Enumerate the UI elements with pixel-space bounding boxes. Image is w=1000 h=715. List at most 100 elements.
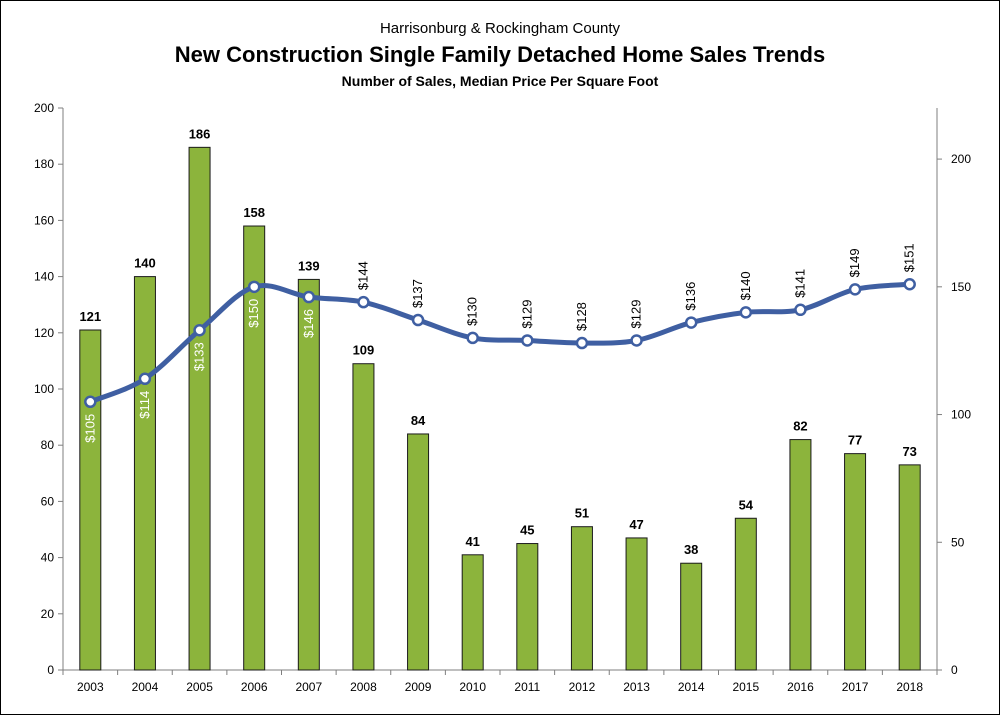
x-tick-label: 2004 xyxy=(132,680,159,694)
price-value-label: $151 xyxy=(902,243,917,272)
chart-supertitle: Harrisonburg & Rockingham County xyxy=(380,20,621,37)
price-value-label: $129 xyxy=(629,300,644,329)
bar xyxy=(625,537,648,671)
price-value-label: $149 xyxy=(847,248,862,277)
x-tick-label: 2012 xyxy=(569,680,596,694)
price-point xyxy=(848,283,862,296)
price-point xyxy=(302,290,316,304)
price-point xyxy=(630,334,643,347)
x-tick-label: 2018 xyxy=(896,680,923,694)
y-left-tick-label: 120 xyxy=(34,326,54,340)
bar xyxy=(133,276,156,671)
price-point xyxy=(84,395,97,409)
x-tick-label: 2014 xyxy=(678,680,705,694)
y-left-tick-label: 80 xyxy=(41,438,55,452)
x-tick-label: 2013 xyxy=(623,680,650,694)
price-value-label: $105 xyxy=(82,414,97,443)
price-line xyxy=(87,281,913,405)
y-left-tick-label: 160 xyxy=(34,213,54,227)
x-tick-label: 2005 xyxy=(186,680,213,694)
bar-value-label: 186 xyxy=(189,126,211,141)
x-tick-label: 2007 xyxy=(295,680,322,694)
bar xyxy=(844,453,867,671)
bar xyxy=(570,526,593,671)
x-tick-label: 2011 xyxy=(514,680,540,694)
bar-value-label: 51 xyxy=(575,506,589,521)
y-left-tick-label: 100 xyxy=(34,382,54,396)
bar-value-label: 41 xyxy=(465,534,479,549)
price-point xyxy=(575,336,589,350)
bar xyxy=(79,329,102,671)
chart-subtitle: Number of Sales, Median Price Per Square… xyxy=(342,73,659,89)
bar-value-label: 38 xyxy=(684,542,698,557)
bar xyxy=(352,363,375,671)
bar xyxy=(789,439,812,671)
plot-area: 0 20 40 60 80 100 120 140 160 180 200 0 50 100 150 200 2… xyxy=(34,101,971,694)
price-point xyxy=(247,280,261,294)
x-tick-label: 2017 xyxy=(842,680,869,694)
bar xyxy=(461,554,484,671)
bar-value-label: 45 xyxy=(520,523,534,538)
x-tick-label: 2003 xyxy=(77,680,104,694)
bar-value-label: 139 xyxy=(298,258,320,273)
bar-value-label: 73 xyxy=(902,444,916,459)
price-point xyxy=(193,323,206,337)
price-value-label: $128 xyxy=(574,302,589,331)
price-point xyxy=(903,278,916,291)
bar-value-label: 158 xyxy=(243,205,265,220)
bar xyxy=(297,278,320,671)
chart-title: New Construction Single Family Detached … xyxy=(175,42,825,67)
y-right-tick-label: 200 xyxy=(951,152,971,166)
price-value-label: $133 xyxy=(192,342,207,371)
bar xyxy=(243,225,266,671)
price-point xyxy=(357,295,370,309)
y-left-tick-label: 140 xyxy=(34,270,54,284)
price-point xyxy=(138,372,152,386)
y-right-tick-label: 100 xyxy=(951,408,971,422)
y-left-tick-label: 60 xyxy=(41,494,55,508)
price-value-label: $150 xyxy=(246,299,261,328)
y-left-tick-label: 40 xyxy=(41,551,55,565)
bar-value-label: 47 xyxy=(629,517,643,532)
price-value-label: $144 xyxy=(355,261,370,290)
price-value-label: $137 xyxy=(410,279,425,308)
bar-value-label: 77 xyxy=(848,433,862,448)
bar xyxy=(898,464,921,671)
y-left-tick-label: 180 xyxy=(34,157,54,171)
y-left-tick-label: 0 xyxy=(47,663,54,677)
bar xyxy=(680,562,703,671)
bar xyxy=(516,543,539,671)
price-value-label: $129 xyxy=(519,300,534,329)
price-value-label: $114 xyxy=(137,391,152,419)
price-point xyxy=(411,313,425,327)
y-right-tick-label: 150 xyxy=(951,280,971,294)
x-tick-label: 2016 xyxy=(787,680,814,694)
price-value-label: $141 xyxy=(792,269,807,298)
bar-value-label: 84 xyxy=(411,413,426,428)
bar xyxy=(407,433,430,671)
bar-value-label: 82 xyxy=(793,419,807,434)
y-right-tick-label: 50 xyxy=(951,535,965,549)
bar-value-label: 121 xyxy=(79,309,101,324)
price-point xyxy=(521,334,534,347)
price-value-label: $136 xyxy=(683,282,698,311)
price-point xyxy=(466,331,479,345)
price-value-label: $146 xyxy=(301,309,316,338)
bar xyxy=(734,517,757,671)
price-value-label: $140 xyxy=(738,271,753,300)
price-point xyxy=(739,306,753,319)
bar-value-label: 140 xyxy=(134,256,156,271)
x-tick-label: 2009 xyxy=(405,680,432,694)
bar-value-label: 54 xyxy=(739,497,754,512)
y-left-tick-label: 20 xyxy=(41,607,55,621)
y-left-tick-label: 200 xyxy=(34,101,54,115)
x-tick-label: 2010 xyxy=(459,680,486,694)
price-value-label: $130 xyxy=(465,297,480,326)
y-right-tick-label: 0 xyxy=(951,663,958,677)
bar xyxy=(188,146,211,671)
price-point xyxy=(684,316,698,329)
x-tick-label: 2006 xyxy=(241,680,268,694)
price-point xyxy=(794,303,807,317)
